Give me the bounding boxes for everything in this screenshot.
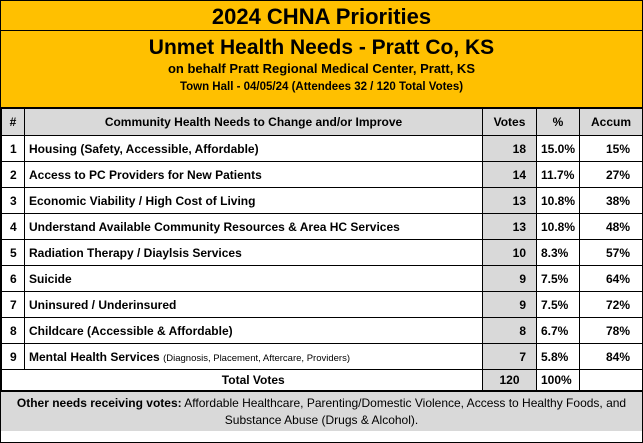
- row-num-cell: 1: [1, 135, 25, 162]
- row-num-cell: 5: [1, 239, 25, 266]
- row-need-label: Suicide: [29, 271, 72, 286]
- row-votes-cell: 13: [482, 187, 537, 214]
- table-row: 1 Housing (Safety, Accessible, Affordable…: [1, 135, 643, 162]
- row-votes-cell: 8: [482, 317, 537, 344]
- row-votes-cell: 14: [482, 161, 537, 188]
- column-header-need: Community Health Needs to Change and/or …: [24, 108, 483, 136]
- other-needs-footer: Other needs receiving votes: Affordable …: [1, 391, 642, 431]
- column-header-pct: %: [536, 108, 580, 136]
- row-accum-cell: 15%: [579, 135, 643, 162]
- row-need-cell: Understand Available Community Resources…: [24, 213, 483, 240]
- row-num-cell: 6: [1, 265, 25, 292]
- total-votes: 120: [482, 369, 537, 391]
- table-row: 2 Access to PC Providers for New Patients…: [1, 161, 643, 188]
- total-row: Total Votes 120 100%: [1, 369, 643, 391]
- column-header-votes: Votes: [482, 108, 537, 136]
- table-row: 7 Uninsured / Underinsured 9 7.5% 72%: [1, 291, 643, 318]
- table-body: 1 Housing (Safety, Accessible, Affordable…: [1, 135, 643, 370]
- row-accum-cell: 84%: [579, 343, 643, 370]
- other-needs-text: Affordable Healthcare, Parenting/Domesti…: [181, 396, 627, 427]
- row-pct-cell: 10.8%: [536, 187, 580, 214]
- table-row: 4 Understand Available Community Resource…: [1, 213, 643, 240]
- row-votes-cell: 9: [482, 291, 537, 318]
- row-accum-cell: 48%: [579, 213, 643, 240]
- row-pct-cell: 7.5%: [536, 265, 580, 292]
- row-votes-cell: 13: [482, 213, 537, 240]
- row-need-cell: Childcare (Accessible & Affordable): [24, 317, 483, 344]
- row-num-cell: 7: [1, 291, 25, 318]
- row-accum-cell: 57%: [579, 239, 643, 266]
- table-row: 6 Suicide 9 7.5% 64%: [1, 265, 643, 292]
- row-need-cell: Radiation Therapy / Diaylsis Services: [24, 239, 483, 266]
- row-votes-cell: 10: [482, 239, 537, 266]
- page-title: 2024 CHNA Priorities: [1, 1, 642, 31]
- behalf-line: on behalf Pratt Regional Medical Center,…: [167, 61, 475, 76]
- row-votes-cell: 7: [482, 343, 537, 370]
- row-need-cell: Economic Viability / High Cost of Living: [24, 187, 483, 214]
- total-pct: 100%: [536, 369, 580, 391]
- row-pct-cell: 5.8%: [536, 343, 580, 370]
- row-pct-cell: 7.5%: [536, 291, 580, 318]
- total-accum-blank: [579, 369, 643, 391]
- total-blank-cell: [1, 369, 25, 391]
- row-accum-cell: 38%: [579, 187, 643, 214]
- table-header-row: # Community Health Needs to Change and/o…: [1, 108, 643, 136]
- row-pct-cell: 15.0%: [536, 135, 580, 162]
- row-accum-cell: 64%: [579, 265, 643, 292]
- row-votes-cell: 18: [482, 135, 537, 162]
- priorities-table: # Community Health Needs to Change and/o…: [1, 108, 643, 391]
- page-subtitle: Unmet Health Needs - Pratt Co, KS: [148, 36, 495, 59]
- row-num-cell: 4: [1, 213, 25, 240]
- row-num-cell: 8: [1, 317, 25, 344]
- total-label: Total Votes: [24, 369, 483, 391]
- row-pct-cell: 8.3%: [536, 239, 580, 266]
- row-num-cell: 3: [1, 187, 25, 214]
- row-need-label: Understand Available Community Resources…: [29, 219, 400, 234]
- row-need-label: Radiation Therapy / Diaylsis Services: [29, 245, 242, 260]
- row-need-cell: Housing (Safety, Accessible, Affordable): [24, 135, 483, 162]
- town-hall-line: Town Hall - 04/05/24 (Attendees 32 / 120…: [179, 81, 464, 93]
- row-num-cell: 9: [1, 343, 25, 370]
- column-header-accum: Accum: [579, 108, 643, 136]
- row-need-label: Uninsured / Underinsured: [29, 297, 177, 312]
- row-num-cell: 2: [1, 161, 25, 188]
- row-need-label: Mental Health Services: [29, 349, 160, 364]
- table-row: 9 Mental Health Services (Diagnosis, Plac…: [1, 343, 643, 370]
- column-header-num: #: [1, 108, 25, 136]
- table-row: 5 Radiation Therapy / Diaylsis Services 10…: [1, 239, 643, 266]
- row-need-label: Childcare (Accessible & Affordable): [29, 323, 233, 338]
- row-accum-cell: 27%: [579, 161, 643, 188]
- row-need-label: Housing (Safety, Accessible, Affordable): [29, 141, 259, 156]
- row-pct-cell: 10.8%: [536, 213, 580, 240]
- row-need-label: Economic Viability / High Cost of Living: [29, 193, 256, 208]
- table-row: 3 Economic Viability / High Cost of Livin…: [1, 187, 643, 214]
- row-need-label: Access to PC Providers for New Patients: [29, 167, 262, 182]
- row-need-note: (Diagnosis, Placement, Aftercare, Provid…: [163, 352, 350, 364]
- row-accum-cell: 72%: [579, 291, 643, 318]
- row-pct-cell: 11.7%: [536, 161, 580, 188]
- row-need-cell: Mental Health Services (Diagnosis, Place…: [24, 343, 483, 370]
- row-need-cell: Access to PC Providers for New Patients: [24, 161, 483, 188]
- table-row: 8 Childcare (Accessible & Affordable) 8 6.7…: [1, 317, 643, 344]
- other-needs-label: Other needs receiving votes:: [16, 396, 182, 410]
- row-need-cell: Suicide: [24, 265, 483, 292]
- row-pct-cell: 6.7%: [536, 317, 580, 344]
- row-votes-cell: 9: [482, 265, 537, 292]
- row-need-cell: Uninsured / Underinsured: [24, 291, 483, 318]
- header-banner: 2024 CHNA Priorities Unmet Health Needs …: [1, 1, 642, 108]
- row-accum-cell: 78%: [579, 317, 643, 344]
